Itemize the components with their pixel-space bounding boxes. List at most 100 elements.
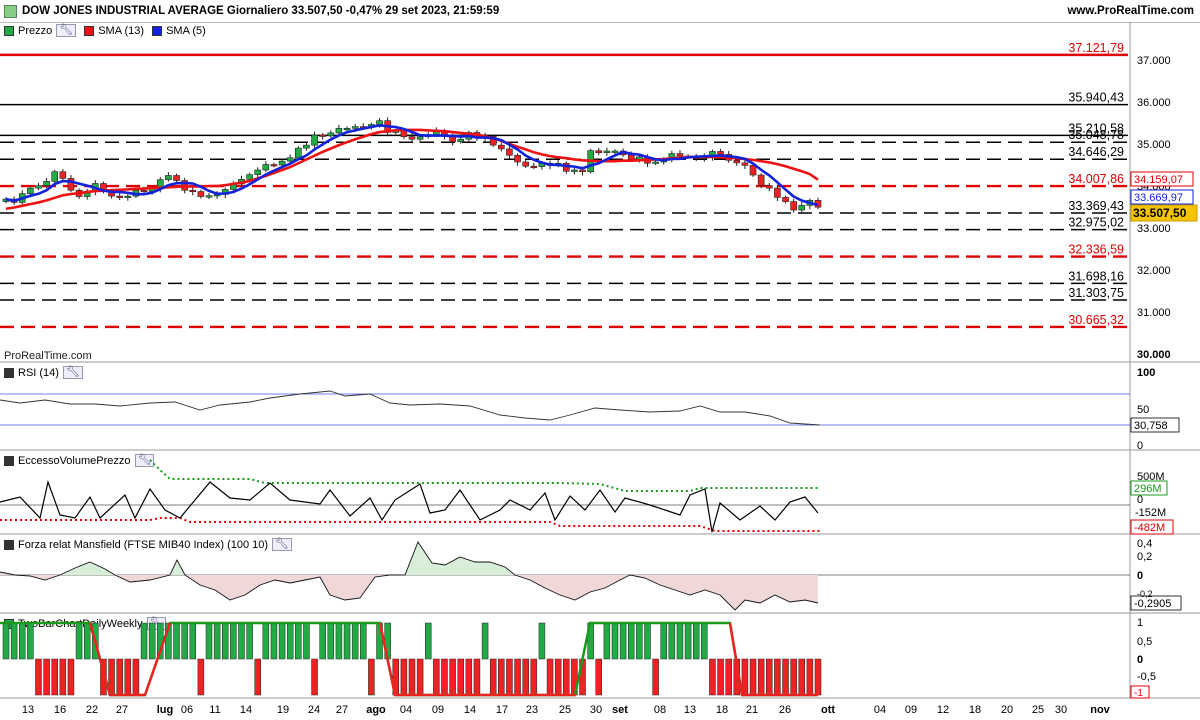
candle (335, 127, 343, 134)
twobar-bar (692, 622, 700, 660)
volume-panel: 296M -152M -482M 500M 0 (0, 459, 1174, 535)
level-label: 30.665,32 (1068, 313, 1124, 327)
candle (416, 136, 424, 140)
twobar-bar (51, 658, 58, 696)
level-label: 35.940,43 (1068, 91, 1124, 105)
level-label: 34.646,29 (1068, 145, 1124, 159)
level-label: 31.303,75 (1068, 286, 1124, 300)
twobar-bar (433, 658, 440, 696)
twobar-bar (782, 658, 789, 696)
twobar-bar (424, 622, 432, 660)
candle (790, 201, 797, 211)
twobar-bar (538, 622, 546, 660)
time-tick: 14 (240, 704, 252, 716)
level-label: 35.048,78 (1068, 128, 1124, 142)
twobar-bar (563, 658, 570, 696)
rsi-value-badge: 30,758 (1134, 420, 1168, 432)
twobar-bar (132, 658, 140, 696)
candle (400, 130, 408, 138)
twobar-bar (660, 622, 667, 660)
twobar-bar (189, 622, 197, 660)
twobar-bar (181, 622, 188, 660)
twobar-bar (27, 622, 34, 660)
twobar-bar (18, 622, 26, 660)
twobar-bar (725, 658, 732, 696)
candle (67, 178, 75, 191)
candle (124, 195, 132, 198)
twobar-bar (416, 658, 424, 696)
twobar-bar (498, 658, 505, 696)
twobar-bar (514, 658, 521, 696)
twobar-bar (286, 622, 294, 660)
volume-title: EccessoVolumePrezzo (18, 454, 131, 467)
wrench-icon[interactable]: 🔧︎ (62, 366, 83, 379)
time-tick: 25 (559, 704, 571, 716)
twobar-bar (246, 622, 253, 660)
time-tick: 09 (905, 704, 917, 716)
twobar-bar (766, 658, 773, 696)
candle (457, 138, 465, 143)
twobar-bar (124, 658, 132, 696)
twobar-tick: -0,5 (1137, 671, 1156, 683)
chart-header: DOW JONES INDUSTRIAL AVERAGE Giornaliero… (0, 0, 1200, 23)
twobar-bar (449, 658, 456, 696)
rsi-legend: RSI (14) 🔧︎ (4, 366, 83, 379)
candle (595, 150, 603, 154)
time-tick: 18 (716, 704, 728, 716)
wrench-icon[interactable]: 🔧︎ (56, 24, 77, 37)
volume-legend: EccessoVolumePrezzo 🔧︎ (4, 454, 155, 467)
wrench-icon[interactable]: 🔧︎ (134, 454, 155, 467)
candle (376, 120, 383, 125)
wrench-icon[interactable]: 🔧︎ (272, 538, 293, 551)
twobar-bar (43, 658, 50, 696)
twobar-bar (197, 658, 205, 696)
time-tick: 14 (464, 704, 476, 716)
twobar-bar (717, 658, 724, 696)
rsi-title: RSI (14) (18, 366, 59, 379)
time-tick: 22 (86, 704, 98, 716)
mansfield-swatch-icon (4, 539, 14, 550)
twobar-bar (530, 658, 538, 696)
candle (611, 150, 619, 153)
twobar-bar (368, 658, 375, 696)
candle (197, 191, 205, 197)
mansfield-title: Forza relat Mansfield (FTSE MIB40 Index)… (18, 538, 269, 551)
rsi-swatch-icon (4, 367, 14, 378)
twobar-bar (757, 658, 765, 696)
twobar-bar (238, 622, 245, 660)
twobar-bar (481, 622, 489, 660)
twobar-bar (790, 658, 797, 696)
twobar-bar (2, 622, 10, 660)
rsi-tick: 100 (1137, 367, 1155, 379)
level-label: 34.007,86 (1068, 172, 1124, 186)
twobar-bar (254, 658, 261, 696)
candle (286, 157, 294, 162)
sma5-swatch-icon (152, 25, 163, 36)
twobar-tick: 0 (1137, 654, 1143, 666)
rsi-panel: 30,758 100 50 0 (0, 367, 1180, 452)
rsi-tick: 0 (1137, 440, 1143, 452)
candle (408, 136, 416, 140)
price-tick: 36.000 (1137, 97, 1171, 109)
twobar-bar (636, 622, 643, 660)
time-tick: 16 (54, 704, 66, 716)
legend-sma13-label: SMA (13) (98, 24, 145, 37)
twobar-bar (709, 658, 716, 696)
chart-toggle-checkbox[interactable] (4, 5, 17, 18)
candle (319, 134, 326, 137)
level-label: 35.210,58 (1068, 121, 1124, 135)
volume-tick: 500M (1137, 471, 1165, 483)
site-url[interactable]: www.ProRealTime.com (1067, 5, 1194, 17)
twobar-bar (814, 658, 822, 696)
twobar-bar (473, 658, 481, 696)
time-tick: 13 (22, 704, 34, 716)
twobar-bar (676, 622, 684, 660)
candle (246, 174, 253, 180)
time-tick: ott (821, 704, 835, 716)
twobar-tick: 1 (1137, 617, 1143, 629)
candle (652, 161, 659, 164)
twobar-bar (806, 658, 814, 696)
time-tick: 21 (746, 704, 758, 716)
twobar-bar (270, 622, 278, 660)
